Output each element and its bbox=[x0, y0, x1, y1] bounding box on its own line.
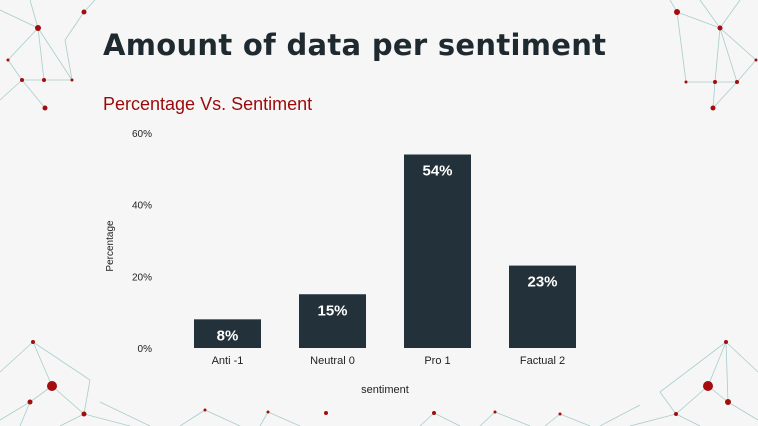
bar bbox=[194, 319, 261, 348]
y-tick-label: 20% bbox=[132, 272, 152, 283]
bar bbox=[299, 294, 366, 348]
data-label: 23% bbox=[527, 274, 557, 291]
slide-title: Amount of data per sentiment bbox=[103, 28, 607, 62]
x-tick-label: Pro 1 bbox=[424, 355, 450, 367]
y-tick-label: 40% bbox=[132, 201, 152, 212]
x-axis-label: sentiment bbox=[361, 384, 409, 396]
x-tick-label: Anti -1 bbox=[212, 355, 244, 367]
x-tick-label: Neutral 0 bbox=[310, 355, 355, 367]
data-label: 8% bbox=[217, 327, 239, 344]
bar bbox=[404, 154, 471, 348]
chart-subtitle: Percentage Vs. Sentiment bbox=[103, 94, 313, 114]
y-tick-label: 0% bbox=[138, 344, 153, 355]
x-tick-label: Factual 2 bbox=[520, 355, 565, 367]
bar bbox=[509, 265, 576, 348]
y-tick-label: 60% bbox=[132, 129, 152, 140]
data-label: 15% bbox=[317, 302, 347, 319]
data-label: 54% bbox=[422, 163, 452, 180]
y-axis-label: Percentage bbox=[105, 220, 116, 272]
